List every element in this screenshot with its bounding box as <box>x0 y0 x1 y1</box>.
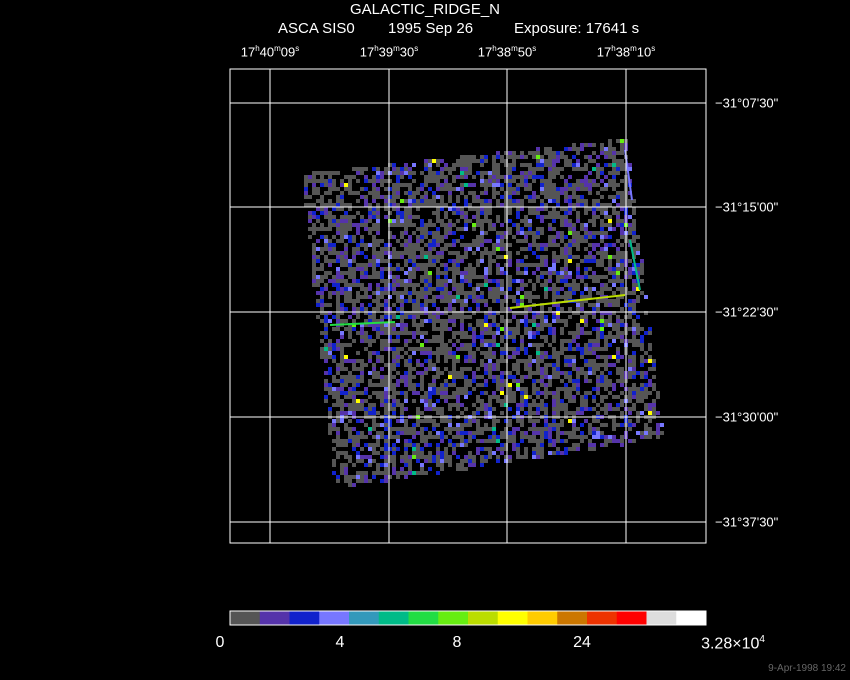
colorbar-swatch <box>230 611 261 625</box>
colorbar <box>229 610 707 626</box>
colorbar-swatch <box>349 611 380 625</box>
colorbar-tick-label: 24 <box>573 634 591 651</box>
colorbar-swatch <box>527 611 558 625</box>
dec-tick-label: −31°30'00" <box>715 409 779 425</box>
ra-tick-label: 17h38m10s <box>596 44 656 60</box>
colorbar-swatch <box>557 611 588 625</box>
colorbar-tick-label: 8 <box>452 634 462 651</box>
plot-frame <box>229 68 707 544</box>
coordinate-grid <box>230 69 706 543</box>
ra-tick-label: 17h39m30s <box>359 44 419 60</box>
colorbar-swatch <box>378 611 409 625</box>
colorbar-swatch <box>616 611 647 625</box>
object-title: GALACTIC_RIDGE_N <box>349 1 501 18</box>
ra-tick-label: 17h38m50s <box>477 44 537 60</box>
colorbar-swatch <box>676 611 707 625</box>
colorbar-swatch <box>468 611 499 625</box>
colorbar-swatch <box>408 611 439 625</box>
colorbar-swatch <box>438 611 469 625</box>
ra-tick-label: 17h40m09s <box>240 44 300 60</box>
dec-tick-label: −31°37'30" <box>715 514 779 530</box>
colorbar-swatch <box>289 611 320 625</box>
colorbar-swatch <box>646 611 677 625</box>
instrument-label: ASCA SIS0 <box>278 20 355 37</box>
observation-date: 1995 Sep 26 <box>388 20 474 37</box>
colorbar-tick-label: 0 <box>215 634 225 651</box>
dec-tick-label: −31°15'00" <box>715 199 779 215</box>
colorbar-swatch <box>259 611 290 625</box>
colorbar-swatch <box>587 611 618 625</box>
colorbar-swatch <box>319 611 350 625</box>
dec-tick-label: −31°07'30" <box>715 95 779 111</box>
dec-tick-label: −31°22'30" <box>715 304 779 320</box>
xray-count-image <box>304 139 664 487</box>
timestamp: 9-Apr-1998 19:42 <box>768 663 846 674</box>
colorbar-tick-label: 4 <box>335 634 345 651</box>
colorbar-max-label: 3.28×104 <box>701 634 765 653</box>
exposure-label: Exposure: 17641 s <box>514 20 640 37</box>
colorbar-swatch <box>497 611 528 625</box>
